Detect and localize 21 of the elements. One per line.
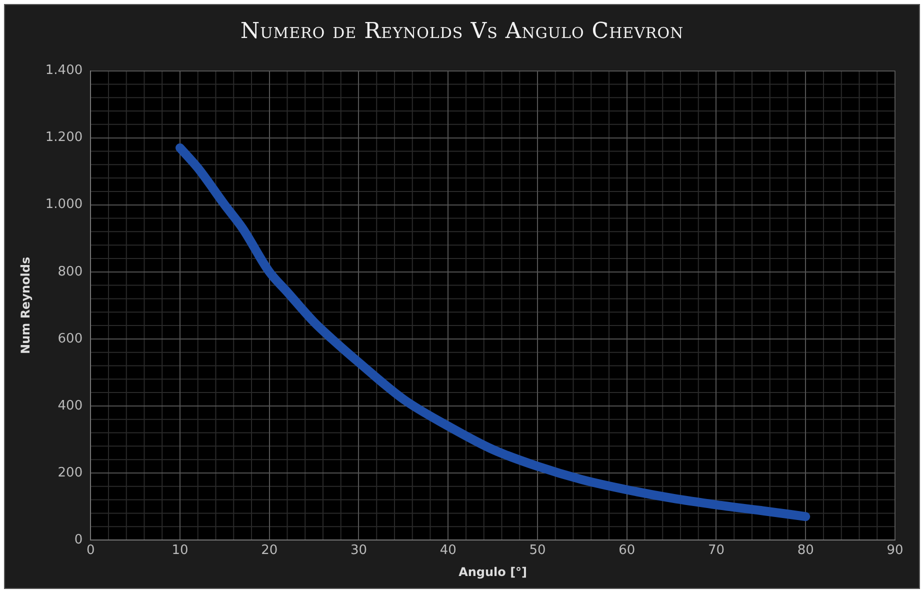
chart-title: Numero de Reynolds Vs Angulo Chevron bbox=[239, 19, 685, 44]
x-tick-label: 0 bbox=[86, 543, 95, 558]
y-tick-label: 400 bbox=[58, 398, 83, 414]
x-tick-label: 70 bbox=[708, 543, 725, 558]
x-tick-label: 60 bbox=[618, 543, 636, 558]
x-tick-label: 80 bbox=[797, 543, 814, 558]
x-tick-label: 40 bbox=[440, 543, 456, 558]
x-tick-label: 50 bbox=[529, 543, 546, 558]
y-axis-title: Num Reynolds bbox=[18, 256, 32, 354]
x-axis-title: Angulo [°] bbox=[458, 564, 528, 579]
y-tick-label: 800 bbox=[58, 264, 83, 280]
x-tick-label: 30 bbox=[350, 543, 368, 558]
x-tick-label: 90 bbox=[886, 543, 904, 558]
y-tick-label: 1.400 bbox=[45, 63, 83, 78]
x-tick-label: 20 bbox=[261, 543, 278, 558]
y-tick-label: 600 bbox=[58, 331, 83, 346]
y-tick-label: 1.200 bbox=[45, 130, 83, 146]
y-tick-label: 200 bbox=[58, 465, 83, 480]
y-tick-label: 1.000 bbox=[45, 197, 83, 212]
x-tick-label: 10 bbox=[172, 543, 188, 558]
y-tick-label: 0 bbox=[74, 532, 83, 548]
